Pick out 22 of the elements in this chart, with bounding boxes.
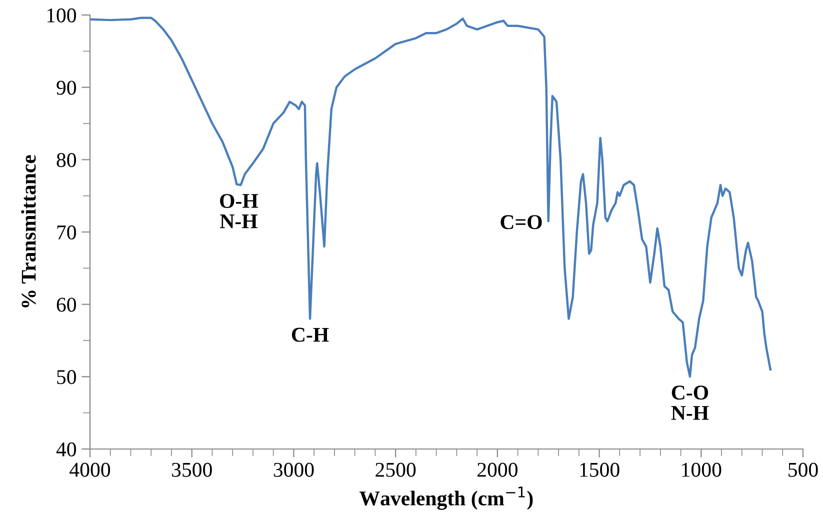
- y-tick-label: 100: [47, 8, 76, 22]
- annotation: C=O: [500, 215, 542, 230]
- x-tick-label: 2000: [478, 462, 518, 477]
- x-tick-label: 1000: [682, 462, 722, 477]
- x-axis-title: Wavelength (cm$^{−1}$): [360, 486, 533, 510]
- y-tick-label: 40: [56, 442, 76, 456]
- annotation: C-H: [292, 328, 329, 342]
- x-tick-label: 1500: [580, 462, 620, 477]
- x-tick-label: 4000: [70, 462, 110, 477]
- annotation: O-H N-H: [220, 194, 258, 228]
- y-axis-title: % Transmittance: [21, 155, 36, 308]
- annotation: C-O N-H: [671, 386, 709, 420]
- y-tick-label: 80: [56, 153, 76, 168]
- y-tick-label: 60: [56, 298, 76, 312]
- y-tick-label: 90: [56, 80, 76, 95]
- x-tick-label: 2500: [376, 462, 416, 477]
- x-tick-label: 500: [788, 462, 818, 477]
- x-tick-label: 3500: [172, 462, 212, 477]
- line-series: [90, 16, 772, 378]
- x-tick-label: 3000: [274, 462, 314, 477]
- y-tick-label: 70: [57, 225, 76, 240]
- y-tick-label: 50: [57, 370, 76, 384]
